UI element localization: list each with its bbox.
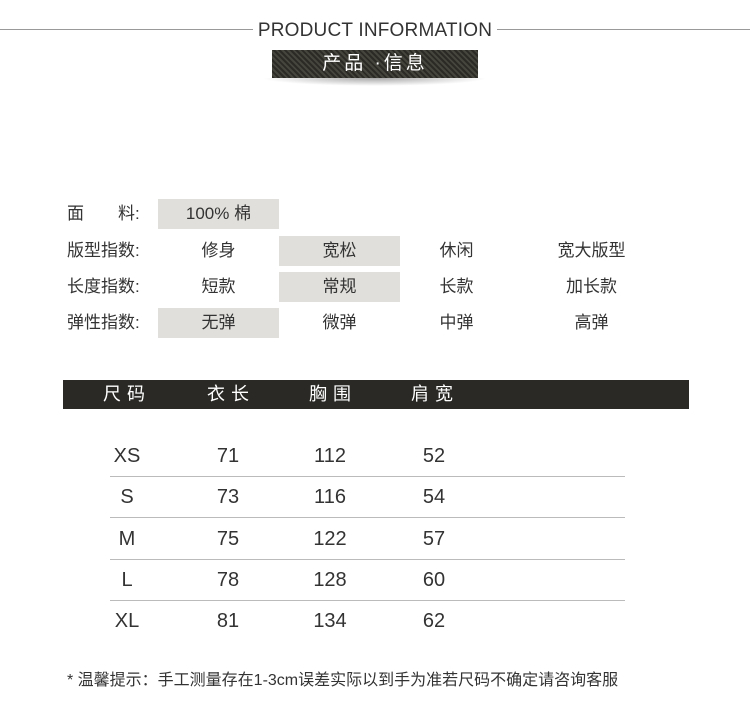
title-en: PRODUCT INFORMATION	[257, 20, 493, 41]
row-divider	[110, 476, 625, 477]
divider-left	[0, 29, 253, 30]
table-cell: 52	[422, 445, 446, 467]
attribute-option: 高弹	[574, 313, 609, 332]
attribute-option: 加长款	[566, 277, 617, 296]
attribute-label: 版型指数:	[67, 241, 140, 260]
attribute-label: 面 料:	[67, 204, 140, 223]
size-table-header: 尺码 衣长 胸围 肩宽	[63, 380, 689, 409]
table-cell: 57	[422, 527, 446, 550]
warm-tip-note: * 温馨提示：手工测量存在1-3cm误差实际以到手为准若尺码不确定请咨询客服	[67, 672, 619, 689]
table-cell: 122	[313, 527, 347, 550]
attribute-option: 长款	[439, 277, 474, 296]
attribute-label: 弹性指数:	[67, 313, 140, 332]
attribute-row: 版型指数: 修身 宽松 休闲 宽大版型	[0, 236, 750, 266]
table-cell: 112	[314, 445, 346, 467]
row-divider	[110, 558, 625, 560]
attribute-row: 面 料: 100% 棉	[0, 199, 750, 229]
table-cell: 73	[216, 486, 240, 509]
attribute-row: 弹性指数: 无弹 微弹 中弹 高弹	[0, 308, 750, 338]
attribute-option: 微弹	[322, 313, 357, 332]
table-cell: 62	[422, 610, 446, 633]
attribute-option-selected: 100% 棉	[158, 199, 279, 229]
row-divider	[110, 517, 625, 519]
table-cell: XL	[114, 610, 140, 633]
table-cell: XS	[113, 445, 141, 467]
attribute-option: 休闲	[439, 241, 474, 260]
attribute-option: 宽大版型	[557, 241, 626, 260]
table-cell: 134	[313, 610, 347, 633]
attribute-option: 短款	[201, 277, 236, 296]
table-cell: 116	[314, 486, 346, 509]
table-cell: 54	[422, 486, 446, 509]
attribute-option: 中弹	[439, 313, 474, 332]
divider-right	[497, 29, 750, 30]
table-cell: 78	[216, 568, 240, 591]
header-length: 衣长	[207, 384, 255, 404]
table-row: S 73 116 54	[0, 477, 750, 518]
attribute-row: 长度指数: 短款 常规 长款 加长款	[0, 272, 750, 302]
table-row: M 75 122 57	[0, 519, 750, 560]
attribute-option: 修身	[201, 241, 236, 260]
table-row: L 78 128 60	[0, 560, 750, 601]
table-cell: 71	[216, 445, 240, 467]
table-cell: 128	[313, 568, 347, 591]
table-cell: L	[121, 568, 133, 591]
attribute-option-selected: 无弹	[158, 308, 279, 338]
header-chest: 胸围	[309, 384, 357, 404]
attribute-option-selected: 宽松	[279, 236, 400, 266]
row-divider	[110, 599, 625, 601]
table-row: XL 81 134 62	[0, 601, 750, 642]
table-cell: S	[120, 486, 134, 509]
table-cell: M	[118, 527, 136, 550]
header-shoulder: 肩宽	[411, 384, 459, 404]
header-size: 尺码	[103, 384, 151, 404]
table-cell: 81	[216, 610, 240, 633]
badge-shadow	[262, 78, 488, 86]
attribute-label: 长度指数:	[67, 277, 140, 296]
table-row: XS 71 112 52	[0, 436, 750, 477]
attribute-option-selected: 常规	[279, 272, 400, 302]
table-cell: 60	[422, 568, 446, 591]
title-cn-badge: 产品 ·信息	[272, 50, 478, 78]
table-cell: 75	[216, 527, 240, 550]
